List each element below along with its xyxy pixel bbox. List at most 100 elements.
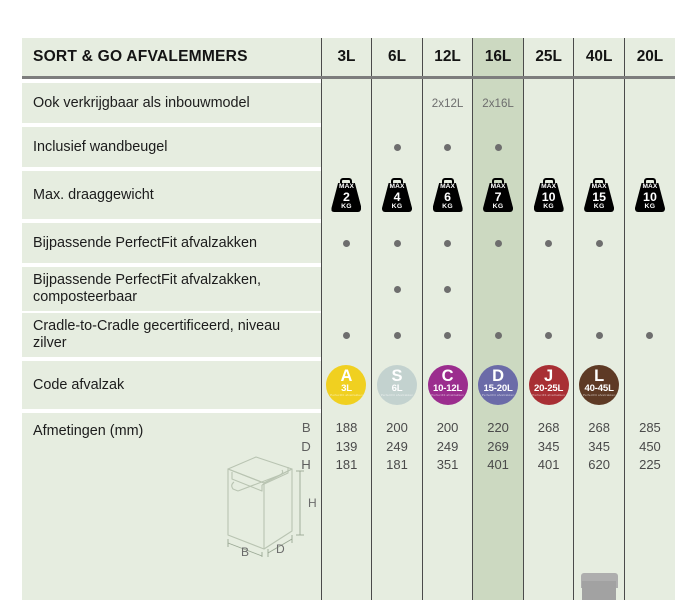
cell-3l (320, 313, 372, 357)
row-separator (22, 263, 675, 267)
column-header-40l[interactable]: 40L (573, 38, 625, 76)
column-header-20l[interactable]: 20L (623, 38, 675, 76)
cell-12l (421, 263, 473, 267)
weight-handle-icon (593, 178, 606, 184)
bin-illustration-20l (623, 563, 675, 600)
cell-12l (421, 167, 473, 171)
dimension-values-40l: 268 345 620 (573, 413, 625, 563)
sketch-height-label: H (308, 496, 317, 510)
table-title: SORT & GO AFVALEMMERS (22, 38, 322, 76)
dimension-values-3l: 188 139 181 (320, 413, 372, 563)
feature-available-dot (393, 332, 401, 339)
bag-code-letter: A (340, 367, 353, 385)
cell-6l: MAX 4 KG (371, 171, 423, 219)
feature-available-dot (444, 240, 452, 247)
feature-row: Max. draaggewicht MAX 2 KG MAX 4 KG MAX 6 KG MAX 7 K… (22, 171, 675, 219)
cell-20l (623, 313, 675, 357)
dimension-b-value: 268 (588, 420, 610, 435)
feature-row: Bijpassende PerfectFit afvalzakken (22, 223, 675, 263)
dimension-key-d: D (301, 438, 311, 454)
cell-16l (472, 311, 524, 313)
separator-label-cell (22, 357, 322, 361)
weight-value: 6 (444, 190, 451, 204)
cell-3l: MAX 2 KG (320, 171, 372, 219)
cell-12l (421, 357, 473, 361)
feature-label: Ook verkrijgbaar als inbouwmodel (22, 83, 322, 123)
cell-3l: A 3L PerfectFit afvalzakken (320, 361, 372, 409)
separator-label-cell (22, 123, 322, 127)
cell-25l (522, 219, 574, 223)
cell-16l (472, 267, 524, 311)
cell-6l (371, 267, 423, 311)
cell-40l (573, 127, 625, 167)
bag-code-microtext: PerfectFit afvalzakken (532, 393, 565, 397)
weight-badge-text: MAX 15 KG (584, 183, 614, 212)
bag-code-microtext: PerfectFit afvalzakken (330, 393, 363, 397)
feature-available-dot (393, 144, 401, 151)
cell-6l (371, 219, 423, 223)
separator-label-cell (22, 79, 322, 83)
bin-silhouette (580, 573, 618, 600)
dimension-h-value: 225 (639, 457, 661, 473)
cell-16l (472, 167, 524, 171)
cell-25l (522, 409, 574, 413)
dimension-b-value: 200 (436, 420, 459, 435)
weight-value: 10 (643, 190, 657, 204)
cell-16l: D 15-20L PerfectFit afvalzakken (472, 361, 524, 409)
column-header-6l[interactable]: 6L (371, 38, 423, 76)
cell-20l (623, 311, 675, 313)
cell-40l (573, 79, 625, 83)
dimension-d-value: 450 (639, 438, 661, 454)
cell-3l (320, 83, 372, 123)
separator-label-cell (22, 263, 322, 267)
column-header-3l[interactable]: 3L (320, 38, 372, 76)
weight-value: 7 (494, 190, 502, 204)
bag-code-letter: L (594, 367, 605, 385)
dimension-d-value: 249 (436, 438, 459, 454)
feature-available-dot (444, 144, 452, 151)
row-separator (22, 123, 675, 127)
separator-label-cell (22, 311, 322, 313)
weight-unit: KG (341, 203, 352, 210)
cell-3l (320, 223, 372, 263)
cell-40l (573, 409, 625, 413)
max-weight-badge: MAX 7 KG (483, 178, 514, 212)
cell-25l (522, 83, 574, 123)
cell-6l (371, 263, 423, 267)
column-header-16l[interactable]: 16L (472, 38, 524, 76)
dimension-b-value: 200 (386, 420, 408, 435)
max-weight-badge: MAX 10 KG (634, 178, 665, 212)
cell-12l (421, 79, 473, 83)
feature-available-dot (342, 332, 350, 339)
built-in-variant-label: 2x16L (482, 97, 514, 110)
dimension-value-stack: 200 249 181 (372, 419, 422, 475)
cell-40l (573, 123, 625, 127)
column-header-25l[interactable]: 25L (522, 38, 574, 76)
dimension-value-stack: 220 269 401 (473, 419, 523, 475)
dimension-values-12l: 200 249 351 (421, 413, 473, 563)
row-separator (22, 409, 675, 413)
cell-6l (371, 223, 423, 263)
cell-12l (421, 267, 473, 311)
cell-6l (371, 313, 423, 357)
bin-illustration-3l (320, 563, 372, 600)
feature-available-dot (595, 332, 603, 339)
feature-label: Bijpassende PerfectFit afvalzakken, comp… (22, 267, 322, 311)
feature-row: Bijpassende PerfectFit afvalzakken, comp… (22, 267, 675, 311)
bag-code-badge-c: C 10-12L PerfectFit afvalzakken (427, 365, 468, 405)
dimension-b-value: 268 (537, 420, 560, 435)
feature-available-dot (444, 332, 452, 339)
bin-illustration-40l (573, 563, 625, 600)
weight-unit: KG (492, 203, 504, 210)
cell-20l (623, 357, 675, 361)
cell-20l (623, 223, 675, 263)
feature-available-dot (494, 332, 502, 339)
dimension-b-value: 220 (487, 420, 509, 435)
bag-code-letter: C (441, 367, 454, 385)
cell-40l (573, 311, 625, 313)
bag-code-range: 40-45L (584, 383, 614, 394)
weight-badge-text: MAX 10 KG (635, 183, 665, 212)
column-header-12l[interactable]: 12L (421, 38, 473, 76)
cell-16l (472, 357, 524, 361)
cell-12l (421, 123, 473, 127)
